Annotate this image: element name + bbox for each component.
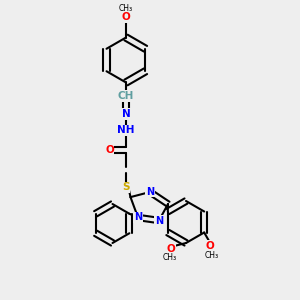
Text: O: O [122, 12, 130, 22]
Text: N: N [146, 187, 154, 197]
Text: NH: NH [117, 125, 135, 136]
Text: N: N [122, 109, 130, 119]
Text: N: N [155, 215, 163, 226]
Text: O: O [206, 241, 214, 251]
Text: N: N [134, 212, 142, 223]
Text: CH: CH [118, 91, 134, 101]
Text: O: O [105, 145, 114, 155]
Text: CH₃: CH₃ [162, 254, 177, 262]
Text: CH₃: CH₃ [119, 4, 133, 13]
Text: CH₃: CH₃ [205, 250, 219, 260]
Text: S: S [122, 182, 130, 193]
Text: O: O [167, 244, 176, 254]
